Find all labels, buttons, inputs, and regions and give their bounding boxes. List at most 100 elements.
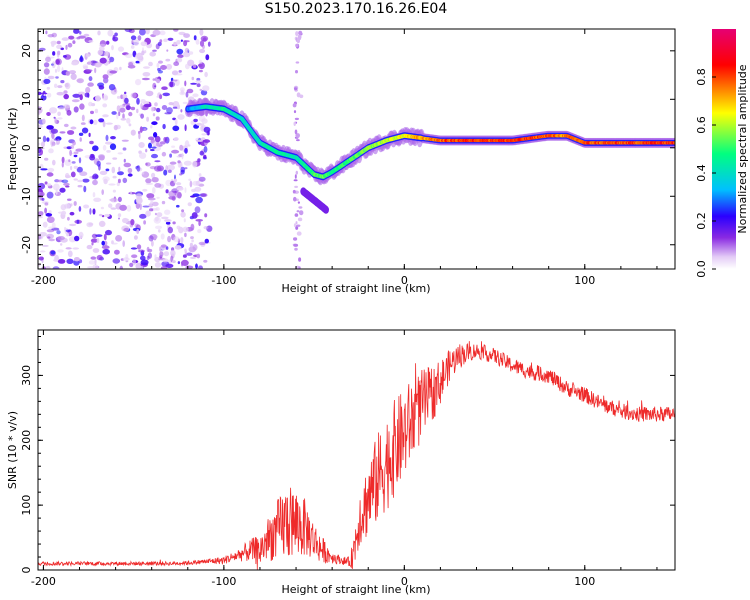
noise-speckle [119, 104, 125, 109]
noise-speckle [105, 162, 112, 165]
noise-speckle [55, 188, 58, 195]
noise-speckle [65, 71, 71, 76]
noise-speckle [42, 221, 48, 228]
noise-speckle [88, 76, 93, 82]
y-tick-label: 200 [20, 430, 33, 451]
noise-speckle [137, 35, 142, 41]
noise-speckle [198, 173, 202, 177]
noise-speckle [299, 210, 304, 216]
noise-speckle [163, 169, 168, 176]
noise-speckle [94, 67, 97, 74]
noise-speckle [188, 178, 191, 181]
noise-speckle [190, 82, 198, 85]
noise-speckle [148, 203, 154, 208]
noise-speckle [136, 165, 141, 172]
noise-speckle [44, 157, 49, 161]
noise-speckle [183, 40, 188, 47]
noise-speckle [180, 39, 183, 42]
noise-speckle [92, 60, 98, 64]
noise-speckle [81, 114, 85, 122]
noise-speckle [181, 152, 184, 160]
noise-speckle [196, 122, 203, 126]
noise-speckle [181, 259, 189, 266]
noise-speckle [107, 29, 114, 37]
noise-speckle [165, 63, 173, 70]
noise-speckle [113, 124, 118, 131]
noise-speckle [105, 229, 112, 236]
noise-speckle [46, 172, 54, 177]
noise-speckle [43, 68, 50, 75]
noise-speckle [38, 147, 42, 154]
noise-speckle [122, 93, 128, 100]
noise-speckle [53, 138, 59, 141]
noise-speckle [112, 175, 117, 179]
noise-speckle [294, 129, 298, 135]
noise-speckle [196, 253, 201, 259]
noise-speckle [139, 213, 147, 219]
noise-speckle [185, 265, 194, 269]
noise-speckle [75, 148, 84, 152]
noise-speckle [179, 144, 184, 151]
noise-speckle [102, 176, 110, 182]
noise-speckle [63, 90, 68, 94]
noise-speckle [130, 247, 138, 250]
noise-speckle [46, 216, 55, 223]
noise-speckle [151, 240, 154, 247]
noise-speckle [295, 70, 298, 74]
noise-speckle [94, 174, 99, 179]
noise-speckle [295, 43, 299, 48]
noise-speckle [141, 50, 145, 56]
noise-speckle [203, 139, 211, 143]
noise-speckle [151, 172, 156, 178]
noise-speckle [195, 80, 202, 83]
noise-speckle [88, 260, 95, 265]
noise-speckle [123, 158, 126, 163]
noise-speckle [70, 145, 75, 149]
noise-speckle [179, 87, 185, 92]
noise-speckle [106, 150, 111, 153]
noise-speckle [114, 249, 120, 255]
noise-speckle [294, 117, 299, 121]
noise-speckle [65, 229, 71, 233]
noise-speckle [63, 182, 70, 186]
noise-speckle [46, 86, 51, 90]
noise-speckle [74, 235, 80, 242]
noise-speckle [63, 93, 69, 100]
spectrogram-y-axis-label: Frequency (Hz) [6, 108, 19, 191]
noise-speckle [170, 255, 174, 263]
noise-speckle [71, 61, 79, 66]
noise-speckle [86, 69, 93, 72]
noise-speckle [117, 196, 122, 203]
noise-speckle [55, 58, 62, 66]
noise-speckle [73, 178, 78, 181]
noise-speckle [130, 106, 136, 111]
noise-speckle [141, 77, 150, 81]
noise-speckle [174, 245, 182, 250]
noise-speckle [122, 240, 125, 248]
noise-speckle [160, 266, 167, 269]
noise-speckle [124, 29, 133, 33]
noise-speckle [118, 217, 120, 220]
noise-speckle [127, 64, 136, 69]
noise-speckle [297, 266, 301, 269]
noise-speckle [73, 106, 79, 113]
noise-speckle [172, 106, 178, 109]
noise-speckle [96, 238, 100, 244]
snr-x-axis: -200 -100 0 100 [31, 330, 658, 588]
noise-speckle [86, 53, 90, 58]
noise-speckle [195, 180, 200, 186]
noise-speckle [193, 35, 197, 41]
noise-speckle [112, 157, 118, 160]
noise-speckle [158, 229, 161, 233]
noise-speckle [199, 88, 203, 91]
noise-speckle [138, 249, 145, 253]
noise-speckle [295, 221, 298, 225]
noise-speckle [69, 211, 75, 216]
noise-speckle [73, 165, 78, 169]
noise-speckle [125, 53, 133, 59]
noise-speckle [141, 171, 145, 175]
noise-speckle [190, 195, 196, 198]
noise-speckle [138, 132, 141, 140]
noise-speckle [293, 243, 299, 247]
